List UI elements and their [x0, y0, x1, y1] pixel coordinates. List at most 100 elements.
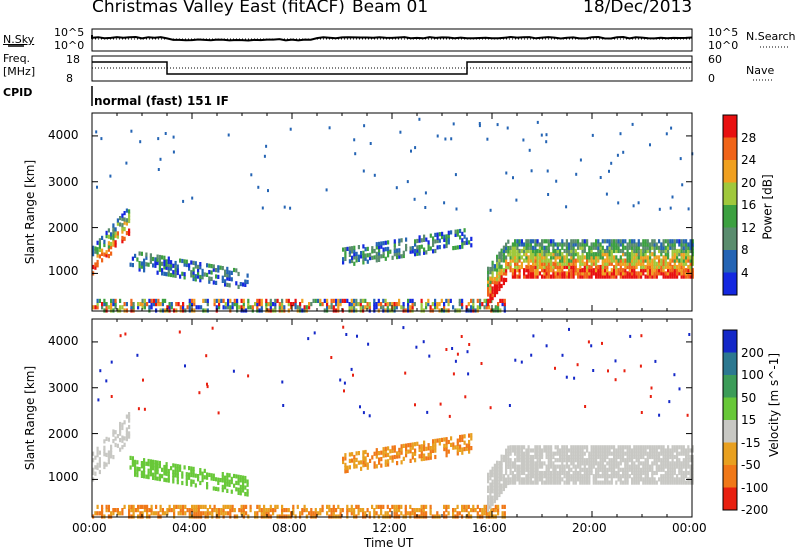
vel-cell: [487, 488, 490, 493]
vel-cell: [281, 511, 284, 516]
power-cell: [615, 274, 618, 279]
vel-cell: [574, 448, 577, 453]
power-cell: [577, 252, 580, 257]
power-cell: [110, 251, 113, 256]
vel-cell: [239, 488, 242, 493]
power-cell: [516, 264, 519, 270]
vel-cell: [615, 474, 618, 479]
power-cell: [687, 264, 690, 270]
power-cell: [165, 265, 168, 270]
power-cell: [485, 302, 488, 307]
vel-cell: [601, 474, 604, 479]
vel-cell: [434, 454, 437, 460]
power-cell: [606, 252, 609, 257]
vel-cell: [114, 436, 117, 441]
vel-cell: [568, 458, 571, 463]
vel-cell: [215, 486, 218, 491]
power-cell: [294, 298, 297, 303]
vel-cell: [640, 334, 643, 338]
vel-cell: [121, 511, 124, 516]
vel-cell: [662, 464, 665, 469]
vel-cell: [599, 448, 602, 453]
vel-cell: [158, 477, 161, 482]
power-cell: [635, 261, 638, 266]
vel-cell: [586, 445, 589, 450]
vel-cell: [649, 467, 652, 472]
power-cell: [165, 272, 168, 277]
vel-cell: [220, 511, 223, 516]
vel-cell: [687, 461, 690, 466]
power-cell: [132, 302, 135, 307]
vel-cell: [619, 451, 622, 456]
power-cell: [152, 302, 155, 307]
power-cell: [393, 248, 396, 254]
vel-cell: [619, 477, 622, 482]
power-cell: [194, 274, 197, 279]
vel-cell: [664, 454, 667, 460]
vel-cell: [682, 477, 685, 482]
power-cell: [235, 281, 238, 286]
vel-cell: [420, 508, 423, 513]
vel-cell: [514, 448, 517, 453]
vel-cell: [667, 480, 670, 485]
power-cell: [363, 124, 366, 128]
vel-cell: [454, 508, 457, 513]
vel-cell: [103, 461, 106, 466]
power-cell: [579, 261, 582, 266]
vel-cell: [420, 457, 423, 462]
power-cell: [224, 269, 227, 274]
vel-cell: [671, 461, 674, 466]
vel-cell: [552, 480, 555, 485]
power-cell: [543, 245, 546, 250]
vel-cell: [624, 467, 627, 472]
power-cell: [125, 231, 128, 236]
vel-cell: [644, 470, 647, 476]
power-cell: [516, 261, 519, 266]
power-cell: [615, 242, 618, 247]
power-cell: [689, 248, 692, 254]
power-cell: [197, 271, 200, 276]
power-cell: [161, 255, 164, 260]
power-cell: [190, 270, 193, 275]
vel-cell: [653, 480, 656, 485]
vel-cell: [182, 511, 185, 516]
power-cell: [671, 245, 674, 250]
vel-cell: [502, 458, 505, 463]
vel-cell: [583, 470, 586, 476]
power-cell: [411, 249, 414, 254]
power-cell: [201, 268, 204, 273]
power-cell: [227, 302, 230, 307]
power-cell: [138, 264, 141, 269]
vel-cell: [586, 474, 589, 479]
vel-cell: [222, 511, 225, 516]
power-cell: [624, 258, 627, 263]
power-cell: [532, 245, 535, 250]
vel-cell: [183, 465, 186, 470]
power-cell: [348, 302, 351, 307]
power-cell: [653, 242, 656, 247]
power-cell: [527, 255, 530, 260]
vel-cell: [520, 480, 523, 485]
power-cell: [330, 305, 333, 310]
power-cell: [534, 271, 537, 276]
power-cell: [128, 212, 131, 217]
vel-cell: [583, 445, 586, 450]
power-cell: [581, 245, 584, 250]
power-cell: [236, 298, 239, 303]
power-cell: [364, 298, 367, 303]
power-cell: [456, 245, 459, 250]
power-cell: [565, 258, 568, 263]
power-cell: [357, 257, 360, 262]
vel-cell: [350, 511, 353, 516]
power-cell: [398, 248, 401, 253]
vel-cell: [422, 504, 425, 509]
vel-cell: [161, 511, 164, 516]
power-cell: [470, 298, 473, 303]
vel-cell: [635, 454, 638, 460]
power-cell: [116, 221, 119, 226]
vel-cell: [256, 504, 259, 509]
vel-cell: [396, 451, 399, 456]
power-cell: [445, 240, 448, 245]
power-cell: [685, 274, 688, 279]
power-cell: [500, 267, 503, 273]
